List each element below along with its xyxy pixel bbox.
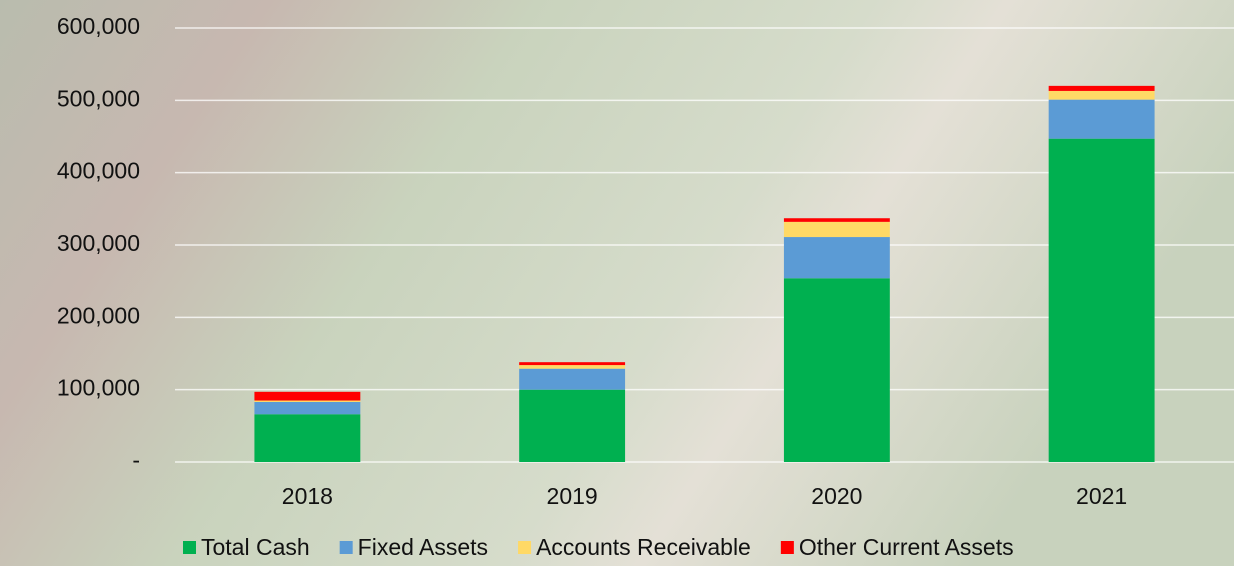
bar-segment xyxy=(1048,85,1155,91)
x-tick-label: 2019 xyxy=(547,483,598,509)
bar-segment xyxy=(519,368,626,390)
bar-segment xyxy=(254,391,361,401)
bar-segment xyxy=(254,400,361,402)
y-tick-label: 200,000 xyxy=(57,302,140,328)
bar-segment xyxy=(254,414,361,462)
legend-swatch xyxy=(339,541,353,554)
bar-segment xyxy=(1048,138,1155,463)
legend-label: Total Cash xyxy=(201,534,310,560)
legend-label: Other Current Assets xyxy=(799,534,1014,560)
legend-swatch xyxy=(780,541,794,554)
bar-segment xyxy=(783,221,890,238)
x-tick-label: 2018 xyxy=(282,483,333,509)
bar-segment xyxy=(1048,99,1155,139)
legend-label: Fixed Assets xyxy=(358,534,488,560)
bar-segment xyxy=(519,362,626,366)
y-tick-label: 500,000 xyxy=(57,85,140,111)
x-tick-label: 2021 xyxy=(1076,483,1127,509)
bar-segment xyxy=(783,278,890,462)
y-tick-label: 400,000 xyxy=(57,158,140,184)
x-tick-label: 2020 xyxy=(811,483,862,509)
legend-swatch xyxy=(183,541,196,554)
bar-segment xyxy=(1048,90,1155,100)
bar-segment xyxy=(519,389,626,462)
y-tick-label: 600,000 xyxy=(57,13,140,39)
bar-segment xyxy=(519,365,626,369)
y-tick-label: 300,000 xyxy=(57,230,140,256)
legend-swatch xyxy=(518,541,532,554)
bar-segment xyxy=(783,218,890,222)
y-tick-label: 100,000 xyxy=(57,375,140,401)
bar-segment xyxy=(254,401,361,415)
y-tick-label: - xyxy=(132,447,140,473)
bar-segment xyxy=(783,237,890,279)
legend-label: Accounts Receivable xyxy=(536,534,751,560)
